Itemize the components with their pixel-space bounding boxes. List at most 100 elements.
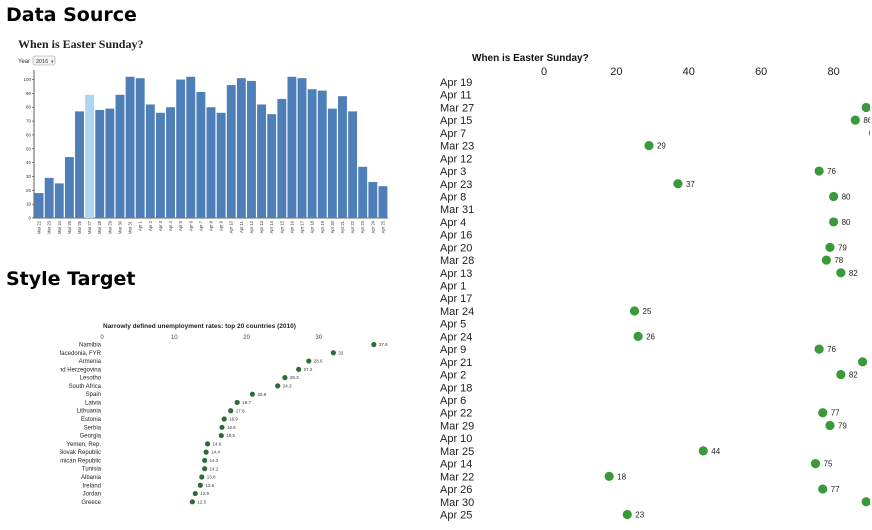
dot-row-label-mar-23: Mar 23 xyxy=(440,141,474,153)
dot-row-label-apr-8: Apr 8 xyxy=(440,191,466,203)
bar-apr-7 xyxy=(196,92,206,218)
dot-row-label-mar-28: Mar 28 xyxy=(440,255,474,267)
target-row-label-lesotho: Lesotho xyxy=(80,376,102,382)
target-row-label-spain: Spain xyxy=(86,392,101,398)
bar-apr-17 xyxy=(297,78,307,219)
target-dot-macedonia-fyr xyxy=(330,350,336,356)
data-source-heading: Data Source xyxy=(6,4,137,26)
bar-x-tick-label: Mar 29 xyxy=(107,220,112,234)
bar-apr-11 xyxy=(236,78,246,219)
target-row-label-yemen-rep: Yemen, Rep. xyxy=(67,442,102,448)
dot-apr-13 xyxy=(836,268,846,278)
dot-value-label: 37 xyxy=(686,180,695,189)
target-dot-serbia xyxy=(219,424,225,430)
bar-x-tick-label: Mar 27 xyxy=(87,220,92,234)
target-dot-spain xyxy=(249,391,255,397)
target-row-label-albania: Albania xyxy=(81,475,102,481)
target-value-label: 12.5 xyxy=(197,499,206,504)
bar-x-tick-label: Apr 20 xyxy=(330,220,335,233)
bar-y-tick-label: 20 xyxy=(26,188,32,193)
bar-x-tick-label: Apr 23 xyxy=(360,220,365,233)
bar-mar-30 xyxy=(115,94,125,218)
year-label: Year xyxy=(18,59,30,65)
target-value-label: 25.3 xyxy=(290,375,299,380)
dot-value-label: 25 xyxy=(643,307,652,316)
bar-apr-18 xyxy=(307,89,317,218)
bar-apr-6 xyxy=(186,76,196,218)
dot-value-label: 80 xyxy=(842,218,851,227)
dot-apr-2 xyxy=(836,369,846,380)
bar-x-tick-label: Apr 3 xyxy=(158,220,163,231)
target-row-label-tunisia: Tunisia xyxy=(82,467,102,473)
bar-y-tick-label: 10 xyxy=(26,202,32,207)
dot-mar-28 xyxy=(821,255,831,265)
target-dot-georgia xyxy=(218,432,224,439)
dot-x-tick-label: 40 xyxy=(683,66,695,78)
dot-row-label-apr-25: Apr 25 xyxy=(440,509,472,521)
dot-row-label-apr-24: Apr 24 xyxy=(440,331,472,343)
dot-row-label-mar-29: Mar 29 xyxy=(440,420,474,432)
target-x-tick-label: 10 xyxy=(171,335,178,341)
dot-value-label: 75 xyxy=(824,460,833,469)
dot-apr-23 xyxy=(673,179,683,189)
dot-row-label-apr-11: Apr 11 xyxy=(440,90,472,102)
target-value-label: 28.6 xyxy=(314,359,323,364)
bar-apr-23 xyxy=(358,166,368,218)
dot-row-label-mar-27: Mar 27 xyxy=(440,102,474,114)
dot-value-label: 44 xyxy=(711,447,720,456)
bar-mar-28 xyxy=(95,110,105,218)
bar-x-tick-label: Apr 2 xyxy=(148,220,153,231)
bar-apr-16 xyxy=(287,76,297,218)
dot-apr-24 xyxy=(633,331,643,341)
dot-row-label-apr-16: Apr 16 xyxy=(440,230,472,242)
bar-apr-9 xyxy=(216,112,226,218)
dot-mar-24 xyxy=(629,306,640,316)
dot-mar-25 xyxy=(698,446,708,456)
style-target-heading: Style Target xyxy=(6,268,136,290)
bar-x-tick-label: Apr 12 xyxy=(249,220,254,233)
bar-x-tick-label: Apr 24 xyxy=(370,220,375,233)
bar-x-tick-label: Apr 22 xyxy=(350,220,355,233)
target-dot-tunisia xyxy=(202,466,208,472)
target-dot-lesotho xyxy=(282,375,288,381)
bar-x-tick-label: Mar 25 xyxy=(67,220,72,234)
dot-mar-23 xyxy=(644,141,654,151)
bar-x-tick-label: Apr 13 xyxy=(259,220,264,233)
dot-row-label-apr-19: Apr 19 xyxy=(440,77,472,89)
target-value-label: 16.9 xyxy=(229,417,238,422)
year-select-box xyxy=(32,55,56,66)
target-row-label-dominican-republic: Dominican Republic xyxy=(60,458,101,464)
target-dot-slovak-republic xyxy=(203,449,209,455)
target-value-label: 13.6 xyxy=(205,483,214,488)
target-dot-jordan xyxy=(192,490,198,497)
dot-x-tick-label: 0 xyxy=(541,66,547,78)
target-dot-albania xyxy=(199,474,205,480)
dot-apr-4 xyxy=(829,217,839,227)
dot-value-label: 29 xyxy=(657,142,666,151)
bar-x-tick-label: Mar 31 xyxy=(128,220,133,234)
dot-value-label: 76 xyxy=(827,167,836,176)
dot-row-label-apr-18: Apr 18 xyxy=(440,382,472,394)
target-row-label-greece: Greece xyxy=(81,500,101,506)
target-row-label-macedonia-fyr: Macedonia, FYR xyxy=(60,351,102,357)
bar-x-tick-label: Apr 18 xyxy=(310,220,315,233)
target-row-label-georgia: Georgia xyxy=(80,434,102,440)
year-select-value: 2016 xyxy=(36,59,48,65)
bar-x-tick-label: Apr 19 xyxy=(320,220,325,233)
bar-x-tick-label: Apr 15 xyxy=(279,220,284,233)
target-row-label-armenia: Armenia xyxy=(79,359,102,365)
dot-row-label-apr-5: Apr 5 xyxy=(440,319,466,331)
dot-mar-29 xyxy=(825,420,835,431)
target-row-label-ireland: Ireland xyxy=(83,483,101,489)
bar-apr-22 xyxy=(348,111,358,218)
bar-mar-29 xyxy=(105,108,115,218)
target-dot-dominican-republic xyxy=(202,457,208,464)
bar-apr-3 xyxy=(155,112,165,218)
bar-apr-1 xyxy=(135,78,145,219)
dot-mar-22 xyxy=(604,471,614,481)
dot-apr-3 xyxy=(814,166,824,176)
dot-apr-20 xyxy=(825,242,835,252)
dot-row-label-apr-2: Apr 2 xyxy=(440,370,466,382)
bar-apr-8 xyxy=(206,107,216,218)
dot-apr-21 xyxy=(857,357,868,367)
